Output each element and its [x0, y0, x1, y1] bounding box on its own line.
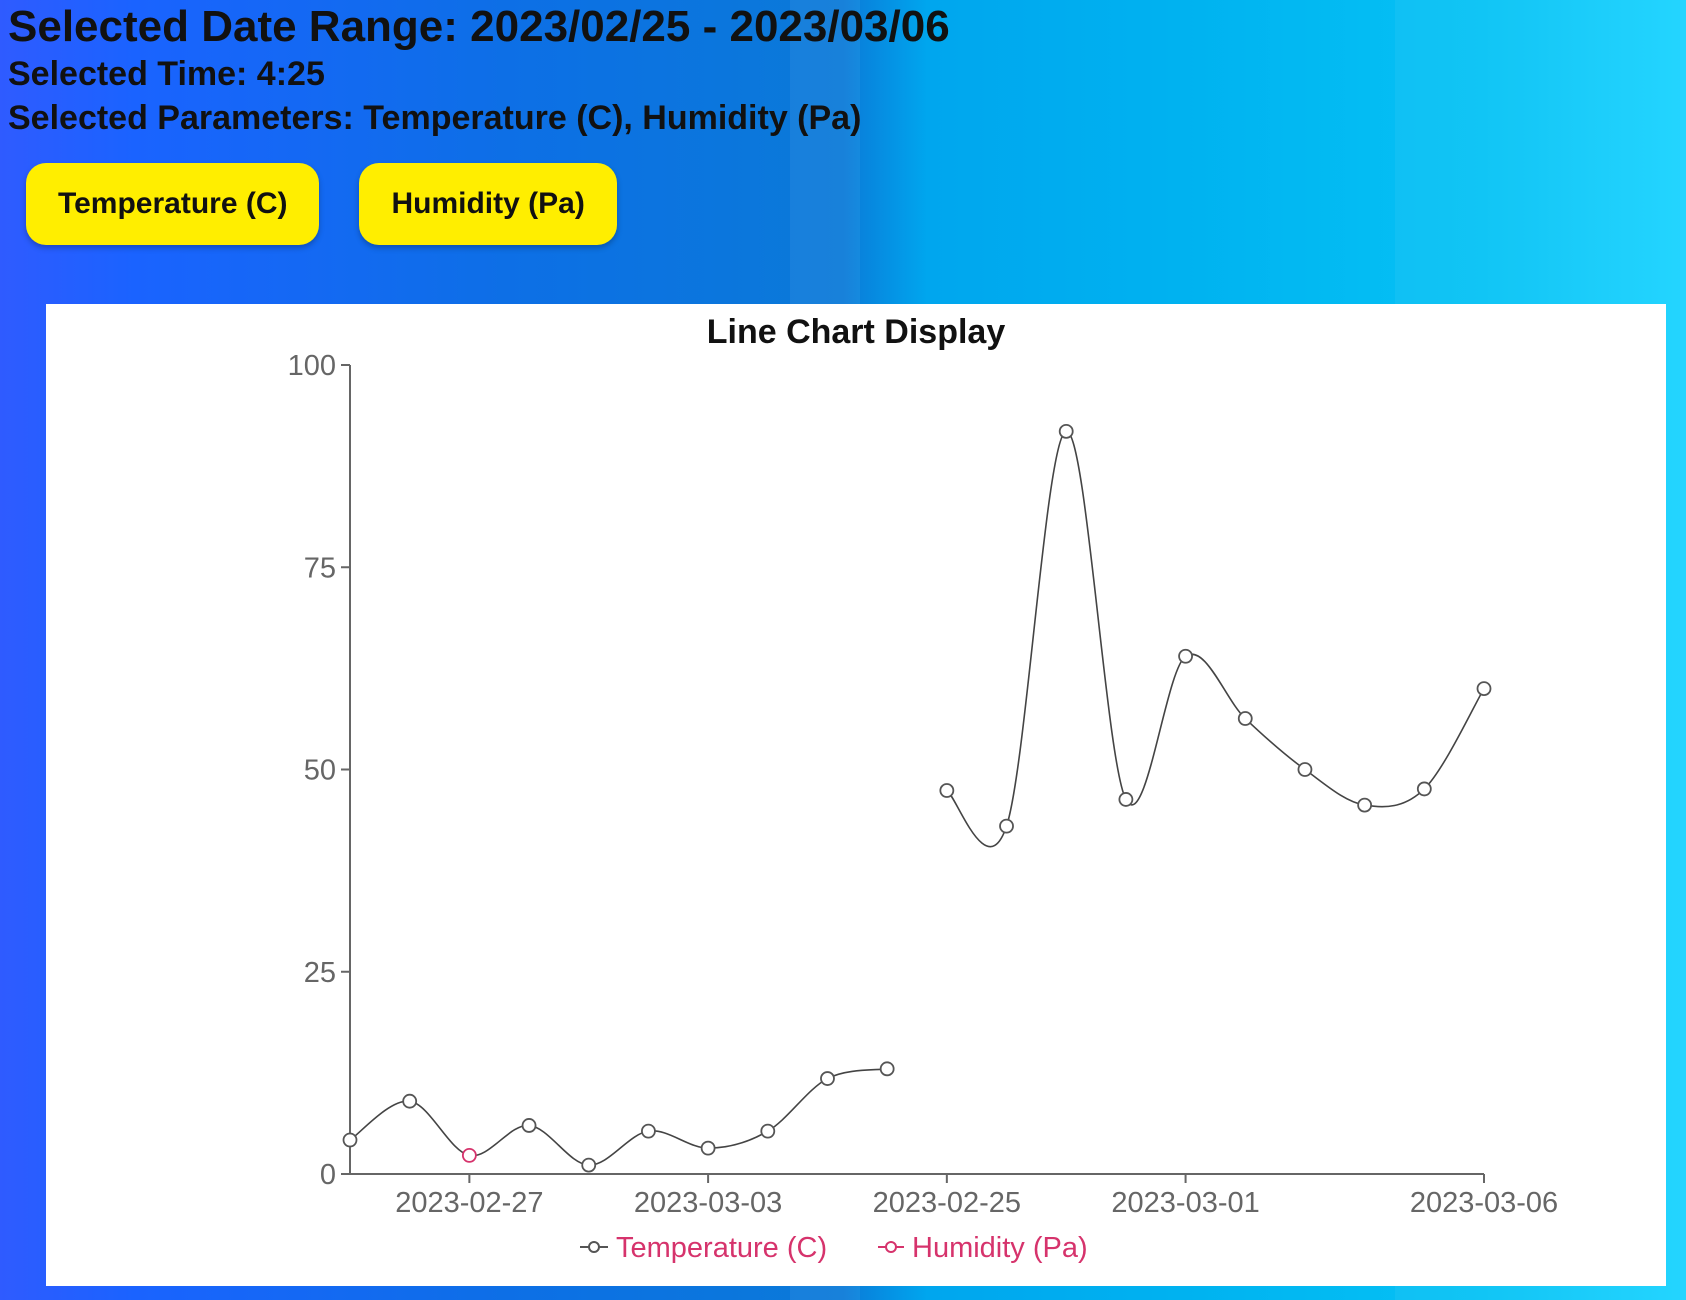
legend-humidity-label: Humidity (Pa) — [912, 1232, 1088, 1264]
legend-temperature-label: Temperature (C) — [616, 1232, 827, 1264]
humidity-button[interactable]: Humidity (Pa) — [359, 163, 617, 245]
selected-date-range: Selected Date Range: 2023/02/25 - 2023/0… — [8, 2, 950, 51]
temperature-point — [939, 783, 955, 798]
temperature-line — [946, 430, 1485, 848]
y-tick-label: 50 — [304, 755, 336, 787]
temperature-point — [1297, 762, 1313, 777]
x-tick-label: 2023-02-25 — [873, 1187, 1021, 1219]
temperature-point — [700, 1140, 716, 1156]
temperature-point — [342, 1132, 358, 1148]
legend-temperature-marker — [588, 1241, 600, 1253]
temperature-button[interactable]: Temperature (C) — [26, 163, 320, 245]
line-chart: 0 25 50 75 100 2023-02-27 2023-03-03 2023-02-25… — [288, 350, 1559, 1264]
x-tick-label: 2023-02-27 — [395, 1187, 543, 1219]
selected-time: Selected Time: 4:25 — [8, 55, 325, 93]
chart-title: Line Chart Display — [706, 313, 1006, 351]
x-tick-label: 2023-03-06 — [1410, 1187, 1558, 1219]
header: Selected Date Range: 2023/02/25 - 2023/0… — [8, 0, 950, 140]
temperature-point — [999, 818, 1014, 834]
y-tick-label: 0 — [320, 1159, 336, 1191]
temperature-point — [1357, 797, 1373, 813]
selected-parameters: Selected Parameters: Temperature (C), Hu… — [8, 99, 862, 137]
temperature-line — [349, 1068, 888, 1166]
y-tick-label: 75 — [304, 552, 336, 584]
temperature-point — [1476, 681, 1492, 697]
humidity-point — [461, 1147, 477, 1163]
temperature-point — [402, 1093, 418, 1109]
parameter-buttons: Temperature (C) Humidity (Pa) — [26, 163, 617, 245]
temperature-point — [641, 1123, 656, 1139]
temperature-point — [1178, 648, 1193, 664]
legend-humidity-marker — [885, 1241, 897, 1253]
y-tick-label: 25 — [304, 957, 336, 989]
chart-panel: Line Chart Display 0 25 50 75 100 2023-02-27 2… — [46, 304, 1666, 1286]
temperature-point — [820, 1071, 835, 1086]
x-tick-label: 2023-03-01 — [1111, 1187, 1259, 1219]
temperature-point — [1118, 792, 1134, 807]
temperature-point — [1416, 781, 1432, 797]
x-tick-label: 2023-03-03 — [634, 1187, 782, 1219]
temperature-point — [1237, 711, 1253, 726]
temperature-point — [1058, 423, 1074, 439]
temperature-point — [879, 1061, 895, 1077]
temperature-point — [521, 1118, 537, 1133]
temperature-point — [760, 1123, 776, 1139]
y-tick-label: 100 — [288, 350, 336, 382]
temperature-point — [581, 1157, 597, 1173]
